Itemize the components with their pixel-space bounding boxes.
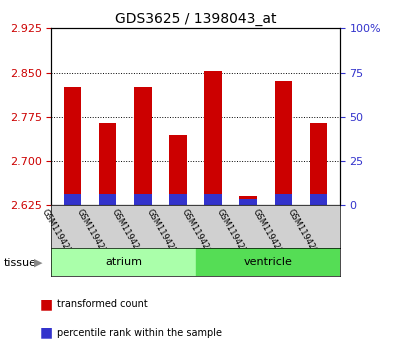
Text: GSM119425: GSM119425 [145,207,178,256]
Text: GSM119424: GSM119424 [110,207,143,256]
Text: ventricle: ventricle [243,257,292,267]
Bar [239,196,257,205]
Text: atrium: atrium [105,257,142,267]
Text: GSM119423: GSM119423 [75,207,107,256]
Bar [99,123,117,205]
Text: GSM119428: GSM119428 [250,207,284,256]
Text: GSM119426: GSM119426 [180,207,213,256]
Text: GSM119427: GSM119427 [215,207,248,256]
Text: GSM119422: GSM119422 [40,207,72,256]
Bar [99,194,117,205]
Bar [169,135,187,205]
Bar [51,248,196,276]
Bar [169,194,187,205]
Bar [239,199,257,205]
Bar [310,123,327,205]
Bar [275,81,292,205]
Bar [64,194,81,205]
Bar [134,87,152,205]
Bar [204,72,222,205]
Text: GSM119429: GSM119429 [286,207,319,256]
Bar [134,194,152,205]
Text: ▶: ▶ [34,258,43,268]
Bar [64,87,81,205]
Bar [275,194,292,205]
Text: ■: ■ [40,297,53,312]
Text: tissue: tissue [4,258,37,268]
Text: transformed count: transformed count [57,299,148,309]
Bar [196,248,340,276]
Bar [310,194,327,205]
Title: GDS3625 / 1398043_at: GDS3625 / 1398043_at [115,12,276,26]
Text: ■: ■ [40,326,53,340]
Bar [204,194,222,205]
Text: percentile rank within the sample: percentile rank within the sample [57,328,222,338]
